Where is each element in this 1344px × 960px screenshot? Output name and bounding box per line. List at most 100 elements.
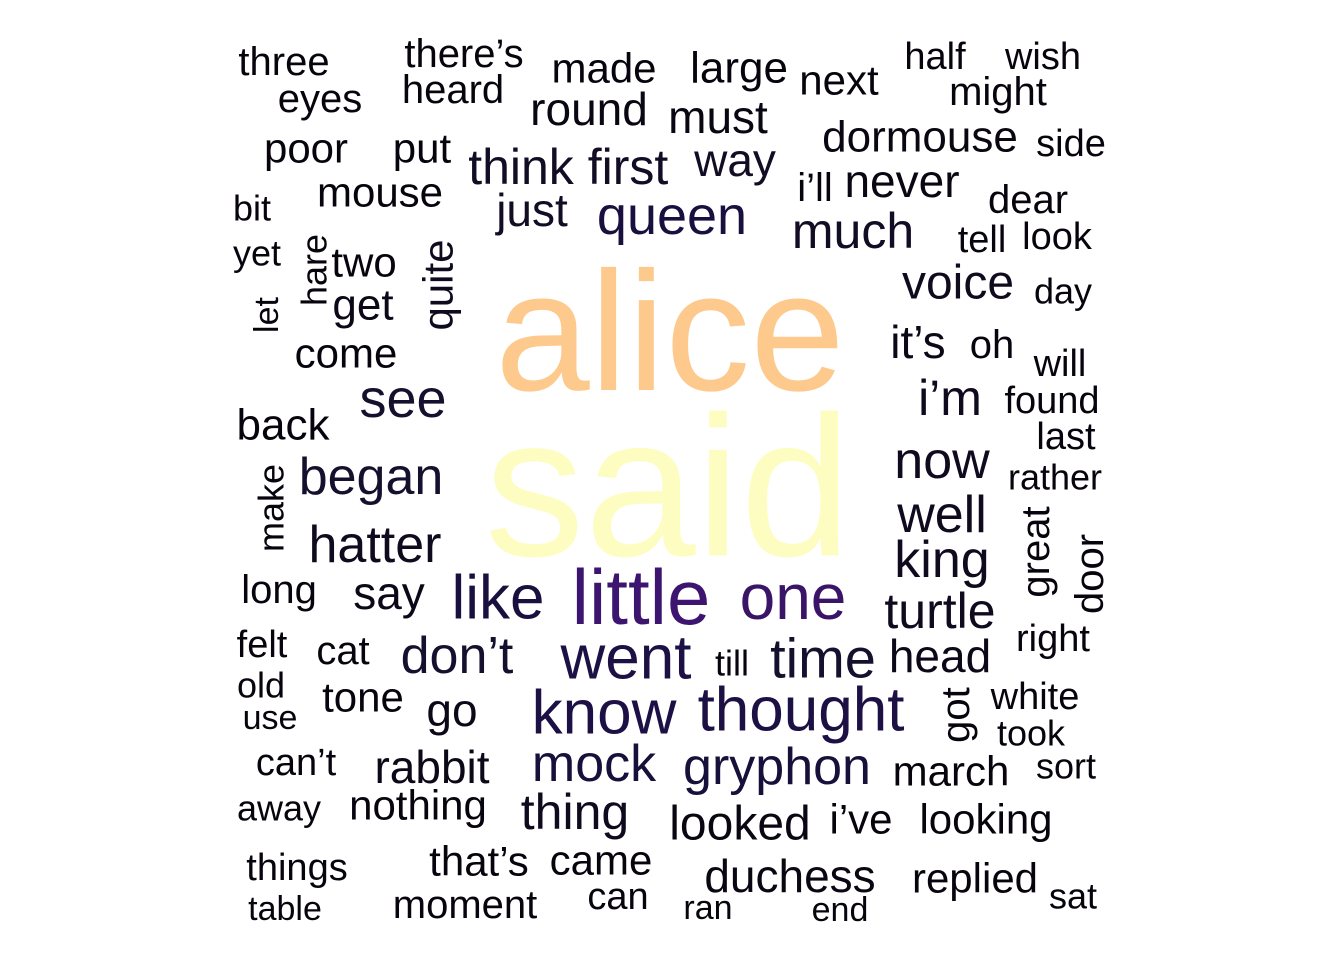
word-go: go bbox=[426, 684, 477, 736]
word-march: march bbox=[893, 748, 1010, 795]
word-one: one bbox=[740, 561, 847, 633]
word-mouse: mouse bbox=[317, 169, 443, 216]
word-two: two bbox=[331, 239, 396, 286]
word-turtle: turtle bbox=[884, 583, 995, 639]
word-ran: ran bbox=[683, 889, 732, 927]
word-said: said bbox=[485, 376, 852, 599]
word-tell: tell bbox=[958, 219, 1007, 261]
word-rather: rather bbox=[1008, 457, 1102, 498]
word-felt: felt bbox=[237, 624, 288, 666]
word-time: time bbox=[770, 627, 876, 690]
word-king: king bbox=[894, 531, 989, 589]
word-half: half bbox=[904, 36, 966, 78]
word-duchess: duchess bbox=[704, 850, 875, 902]
word-last: last bbox=[1036, 416, 1096, 458]
word-looking: looking bbox=[919, 796, 1052, 843]
word-will: will bbox=[1033, 343, 1087, 385]
word-got: got bbox=[934, 687, 978, 743]
word-know: know bbox=[532, 679, 677, 748]
word-now: now bbox=[894, 432, 990, 490]
word-can-t: can’t bbox=[256, 742, 337, 784]
word-use: use bbox=[243, 699, 298, 737]
word-came: came bbox=[550, 837, 653, 884]
word-see: see bbox=[359, 369, 446, 429]
word-replied: replied bbox=[912, 855, 1038, 902]
word-found: found bbox=[1004, 380, 1099, 422]
word-nothing: nothing bbox=[349, 782, 487, 829]
word-heard: heard bbox=[402, 68, 504, 112]
word-it-s: it’s bbox=[890, 316, 945, 368]
word-tone: tone bbox=[322, 674, 404, 721]
word-wish: wish bbox=[1004, 36, 1081, 78]
word-make: make bbox=[251, 464, 292, 552]
word-sat: sat bbox=[1049, 876, 1097, 917]
word-eyes: eyes bbox=[278, 77, 363, 121]
word-come: come bbox=[295, 330, 398, 377]
word-three: three bbox=[238, 40, 329, 84]
word-can: can bbox=[587, 876, 648, 918]
word-next: next bbox=[799, 57, 879, 104]
word-alice: alice bbox=[495, 237, 845, 427]
word-yet: yet bbox=[233, 233, 281, 274]
word-back: back bbox=[237, 401, 331, 450]
word-round: round bbox=[530, 83, 648, 135]
word-door: door bbox=[1068, 534, 1112, 614]
word-i-m: i’m bbox=[918, 370, 982, 426]
word-must: must bbox=[668, 91, 768, 143]
word-way: way bbox=[693, 134, 776, 186]
word-side: side bbox=[1036, 123, 1106, 165]
word-might: might bbox=[949, 70, 1047, 114]
word-old: old bbox=[237, 665, 285, 706]
word-hare: hare bbox=[294, 234, 335, 306]
word-just: just bbox=[494, 184, 568, 236]
word-gryphon: gryphon bbox=[683, 738, 871, 796]
word-looked: looked bbox=[669, 798, 810, 851]
word-table: table bbox=[248, 890, 322, 928]
word-first: first bbox=[588, 139, 669, 195]
word-queen: queen bbox=[597, 186, 747, 246]
word-went: went bbox=[560, 624, 692, 693]
word-bit: bit bbox=[233, 188, 271, 229]
word-day: day bbox=[1034, 271, 1092, 312]
word-look: look bbox=[1022, 216, 1093, 258]
word-dear: dear bbox=[988, 178, 1068, 222]
word-moment: moment bbox=[393, 883, 538, 927]
word-sort: sort bbox=[1036, 746, 1096, 787]
word-put: put bbox=[393, 125, 452, 172]
word-head: head bbox=[889, 630, 991, 682]
word-little: little bbox=[572, 553, 711, 641]
word-like: like bbox=[451, 564, 544, 633]
word-that-s: that’s bbox=[429, 838, 529, 885]
word-mock: mock bbox=[532, 735, 657, 793]
word-away: away bbox=[237, 788, 321, 829]
word-poor: poor bbox=[264, 125, 348, 172]
word-rabbit: rabbit bbox=[374, 741, 489, 793]
word-think: think bbox=[468, 139, 575, 195]
word-let: let bbox=[248, 296, 286, 332]
word-thing: thing bbox=[521, 784, 629, 840]
word-dormouse: dormouse bbox=[822, 113, 1018, 162]
word-made: made bbox=[551, 45, 656, 92]
word-right: right bbox=[1016, 618, 1090, 660]
word-long: long bbox=[241, 568, 317, 612]
word-cat: cat bbox=[316, 629, 369, 673]
word-things: things bbox=[246, 847, 347, 889]
word-well: well bbox=[896, 486, 987, 544]
word-large: large bbox=[690, 44, 788, 93]
word-began: began bbox=[299, 448, 444, 506]
word-quite: quite bbox=[415, 239, 462, 330]
word-took: took bbox=[997, 713, 1066, 754]
word-don-t: don’t bbox=[401, 627, 514, 685]
word-i-ll: i’ll bbox=[797, 166, 833, 210]
word-oh: oh bbox=[970, 323, 1015, 367]
word-till: till bbox=[715, 643, 749, 684]
word-get: get bbox=[332, 281, 393, 330]
word-i-ve: i’ve bbox=[829, 796, 892, 843]
word-there-s: there’s bbox=[404, 32, 523, 76]
word-say: say bbox=[353, 567, 425, 619]
word-voice: voice bbox=[902, 257, 1014, 310]
word-great: great bbox=[1014, 506, 1058, 597]
word-never: never bbox=[844, 155, 959, 207]
word-white: white bbox=[990, 676, 1080, 718]
